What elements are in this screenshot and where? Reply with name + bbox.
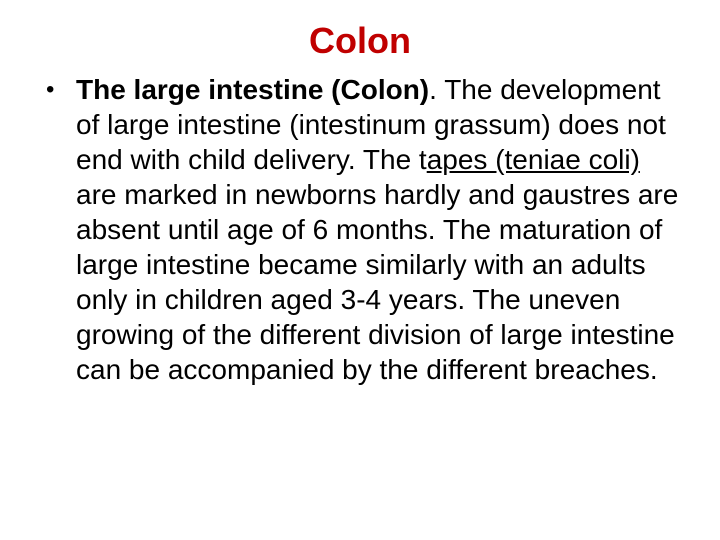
underlined-term: apes (teniae coli) xyxy=(427,144,640,175)
lead-bold-text: The large intestine (Colon) xyxy=(76,74,429,105)
body-seg-2: are marked in newborns hardly and gaustr… xyxy=(76,179,678,385)
bullet-item: • The large intestine (Colon). The devel… xyxy=(40,72,680,387)
slide-title: Colon xyxy=(40,20,680,62)
bullet-marker: • xyxy=(40,72,76,107)
body-text-block: • The large intestine (Colon). The devel… xyxy=(40,72,680,387)
bullet-text: The large intestine (Colon). The develop… xyxy=(76,72,680,387)
slide-container: Colon • The large intestine (Colon). The… xyxy=(0,0,720,540)
